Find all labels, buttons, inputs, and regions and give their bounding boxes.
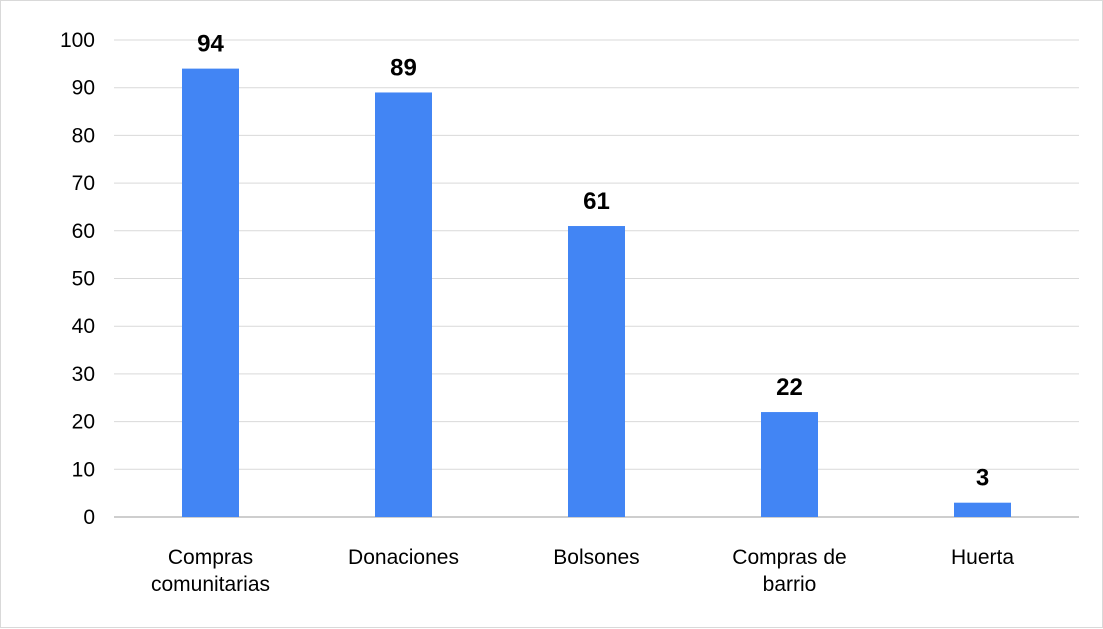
y-tick-label: 0: [83, 506, 95, 529]
data-label: 89: [390, 54, 417, 81]
x-category-label-line: Compras: [168, 546, 253, 569]
data-label: 61: [583, 188, 610, 215]
x-category-label: Compras de barrio: [732, 546, 846, 596]
x-category-label-line: Compras de: [732, 546, 846, 569]
data-labels: 94 89 61 22 3: [197, 31, 989, 492]
y-tick-label: 60: [72, 220, 95, 243]
y-tick-label: 90: [72, 77, 95, 100]
y-tick-label: 10: [72, 458, 95, 481]
x-category-label: Huerta: [951, 546, 1014, 569]
x-category-label: Donaciones: [348, 546, 459, 569]
x-axis-category-labels: Compras comunitarias Donaciones Bolsones Com…: [151, 546, 1014, 596]
y-tick-label: 50: [72, 268, 95, 291]
y-tick-label: 80: [72, 124, 95, 147]
x-category-label-line: barrio: [763, 573, 817, 596]
bar: [182, 68, 239, 518]
bar: [375, 92, 432, 517]
x-category-label: Compras comunitarias: [151, 546, 270, 596]
y-tick-label: 100: [60, 29, 95, 52]
y-tick-label: 20: [72, 411, 95, 434]
bar: [568, 226, 625, 517]
y-tick-label: 70: [72, 172, 95, 195]
y-axis-ticks: 0 10 20 30 40 50 60 70 80 90 100: [60, 29, 95, 529]
data-label: 22: [776, 374, 803, 401]
x-category-label: Bolsones: [553, 546, 639, 569]
x-category-label-line: Bolsones: [553, 546, 639, 569]
data-label: 3: [976, 465, 989, 492]
y-tick-label: 30: [72, 363, 95, 386]
bar: [761, 412, 818, 517]
x-category-label-line: Donaciones: [348, 546, 459, 569]
x-category-label-line: comunitarias: [151, 573, 270, 596]
bar: [954, 502, 1011, 517]
x-category-label-line: Huerta: [951, 546, 1014, 569]
y-tick-label: 40: [72, 315, 95, 338]
data-label: 94: [197, 31, 224, 58]
bars: [182, 68, 1011, 518]
